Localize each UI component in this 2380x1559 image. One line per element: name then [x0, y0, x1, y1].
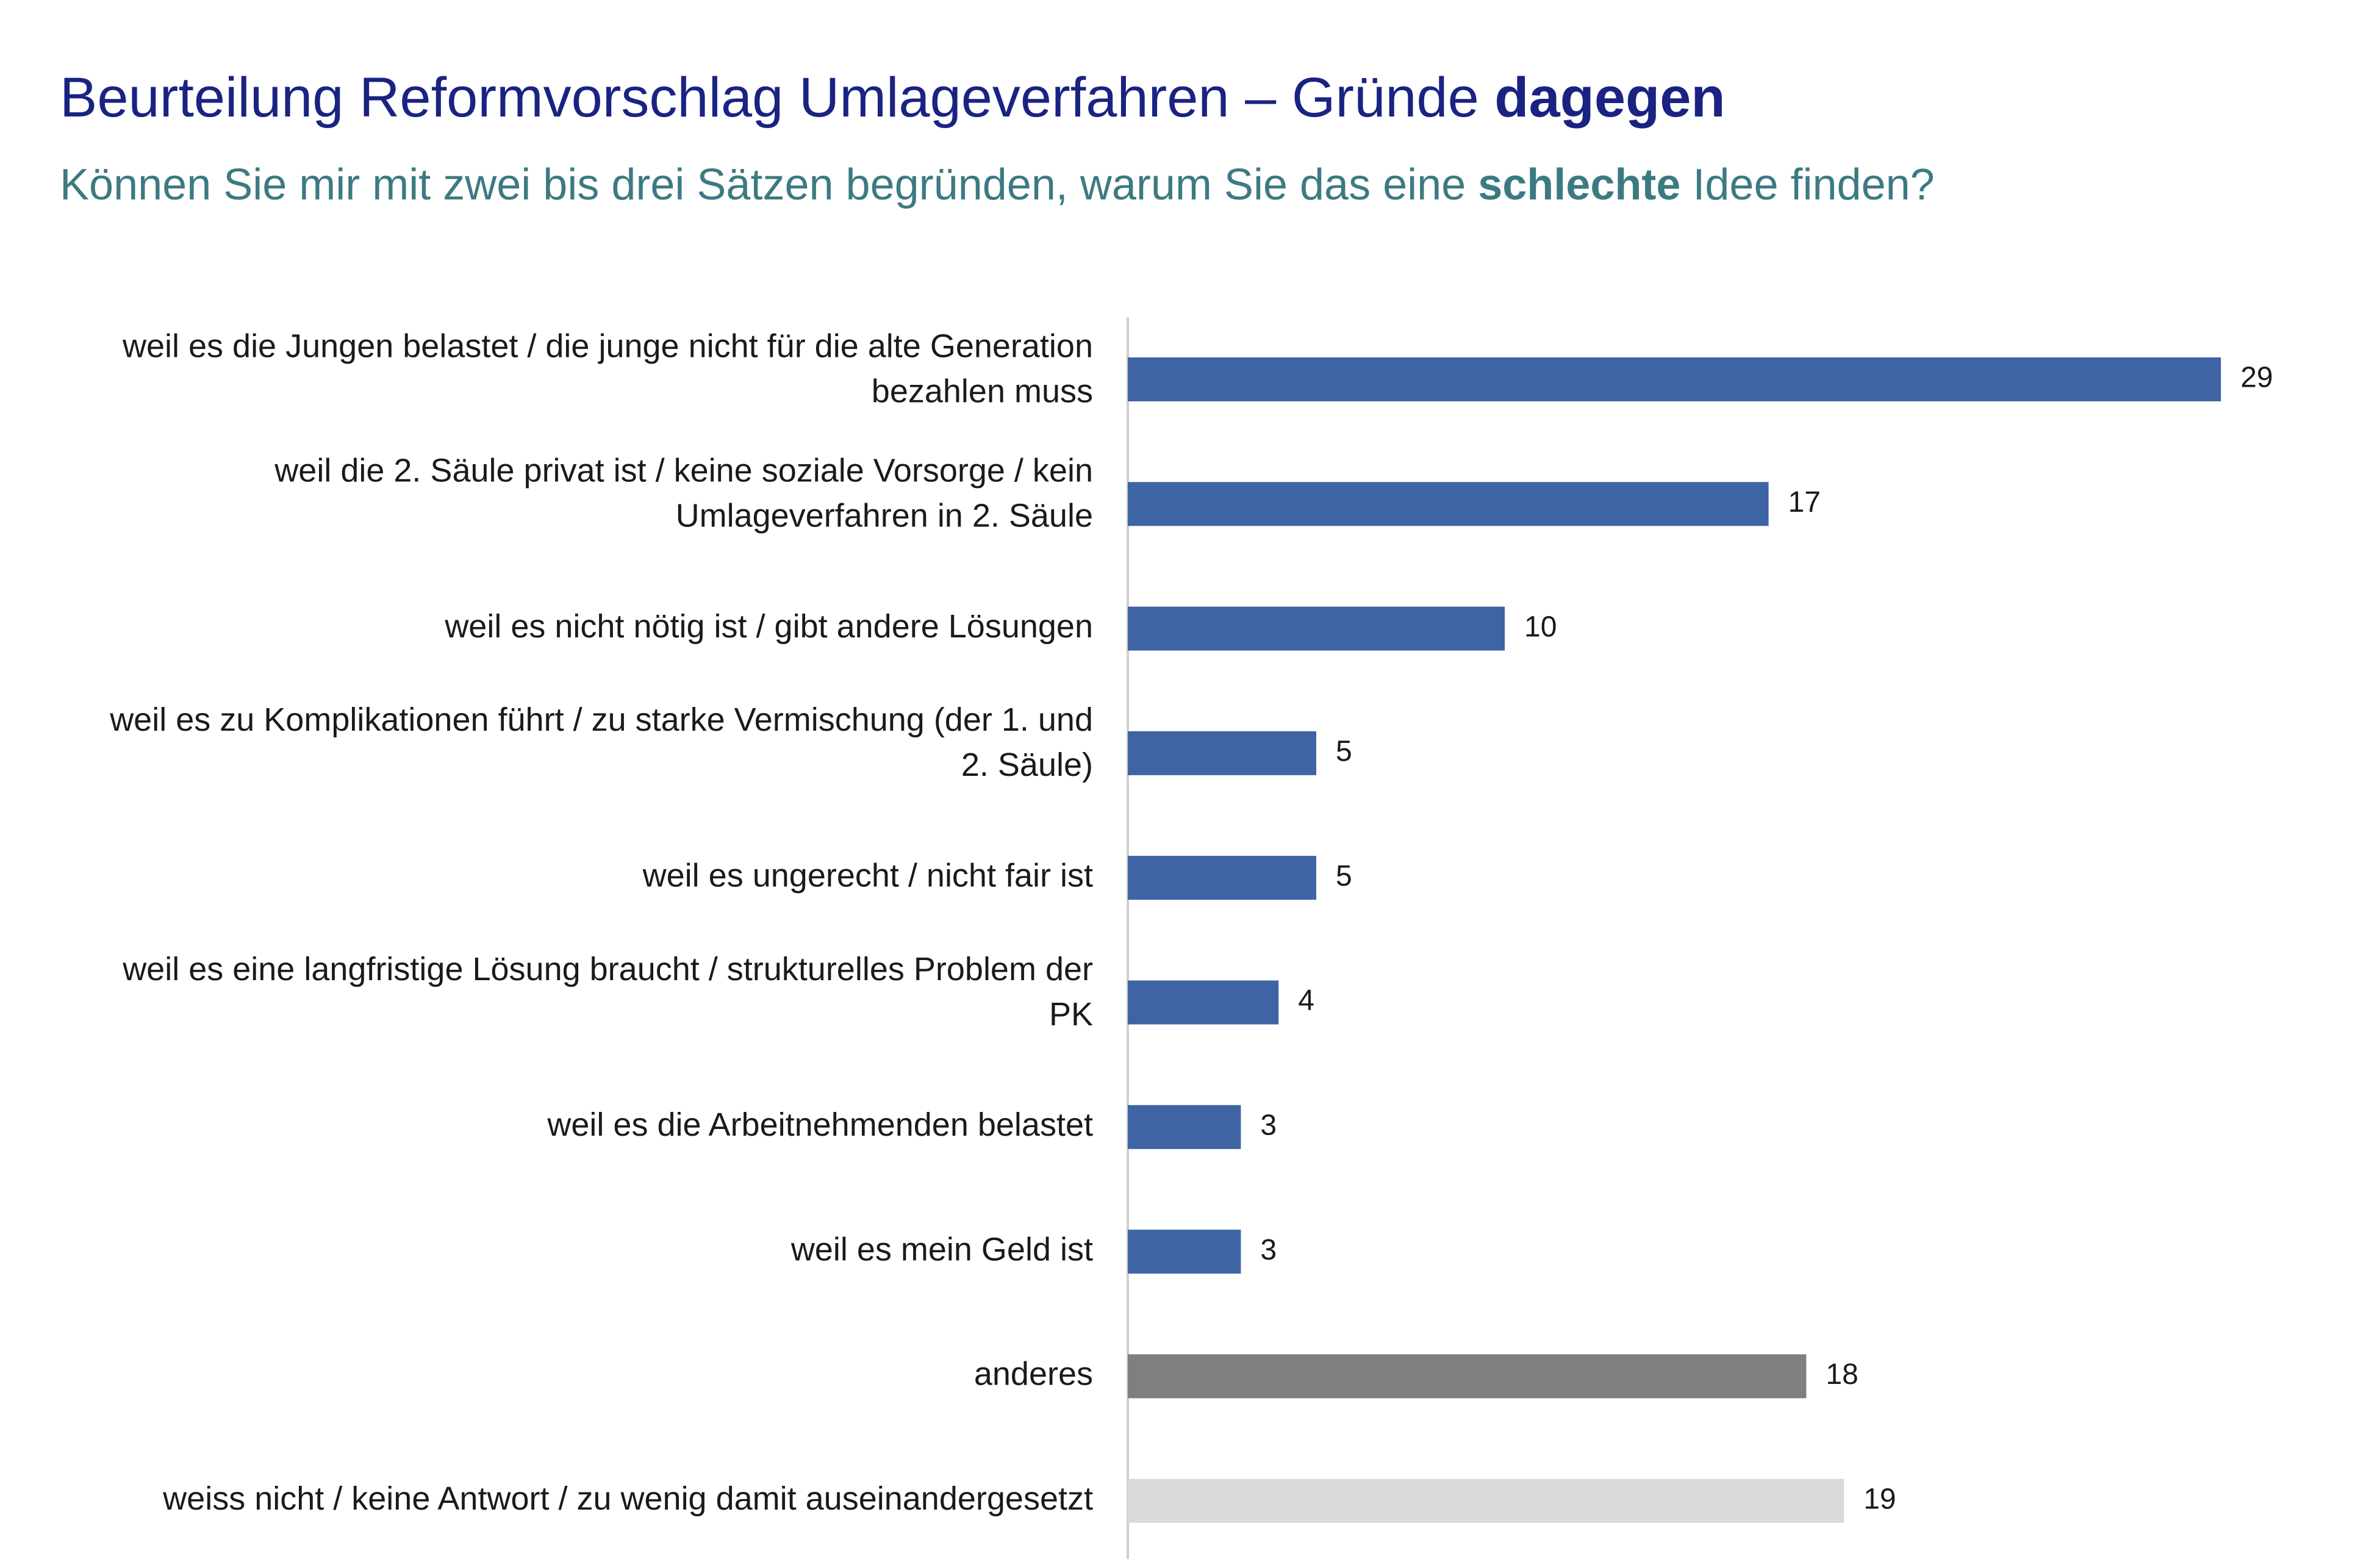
category-label-8-line-1: weil es mein Geld ist — [790, 1231, 1093, 1267]
category-label-4-line-1: weil es zu Komplikationen führt / zu sta… — [109, 701, 1093, 738]
data-label-4: 5 — [1336, 736, 1352, 768]
data-label-1: 29 — [2240, 362, 2273, 394]
subtitle-emphasis-text: schlechte — [1478, 160, 1681, 209]
category-label-10: weiss nicht / keine Antwort / zu wenig d… — [162, 1480, 1093, 1517]
data-label-5: 5 — [1336, 860, 1352, 892]
data-label-8: 3 — [1260, 1234, 1277, 1266]
category-label-9: anderes — [974, 1356, 1093, 1392]
data-label-7: 3 — [1260, 1109, 1277, 1141]
category-label-1-line-2: bezahlen muss — [872, 373, 1093, 409]
category-label-6: weil es eine langfristige Lösung braucht… — [122, 951, 1093, 1033]
category-label-7-line-1: weil es die Arbeitnehmenden belastet — [547, 1106, 1093, 1143]
category-label-7: weil es die Arbeitnehmenden belastet — [547, 1106, 1093, 1143]
chart-subtitle: Können Sie mir mit zwei bis drei Sätzen … — [60, 160, 1935, 210]
bar-5 — [1128, 856, 1316, 900]
category-label-3: weil es nicht nötig ist / gibt andere Lö… — [444, 608, 1093, 645]
category-label-6-line-2: PK — [1049, 996, 1093, 1033]
category-label-2-line-2: Umlageverfahren in 2. Säule — [676, 498, 1093, 534]
data-label-2: 17 — [1788, 486, 1821, 518]
category-label-3-line-1: weil es nicht nötig ist / gibt andere Lö… — [444, 608, 1093, 645]
category-label-9-line-1: anderes — [974, 1356, 1093, 1392]
bars-group — [1128, 357, 2221, 1523]
title-main-text: Beurteilung Reformvorschlag Umlageverfah… — [60, 66, 1495, 129]
category-label-5: weil es ungerecht / nicht fair ist — [642, 857, 1093, 894]
category-label-6-line-1: weil es eine langfristige Lösung braucht… — [122, 951, 1093, 987]
category-label-2-line-1: weil die 2. Säule privat ist / keine soz… — [274, 453, 1093, 489]
data-label-9: 18 — [1826, 1358, 1858, 1391]
subtitle-pre-text: Können Sie mir mit zwei bis drei Sätzen … — [60, 160, 1479, 209]
category-label-4: weil es zu Komplikationen führt / zu sta… — [109, 701, 1093, 783]
bar-8 — [1128, 1230, 1241, 1274]
data-label-3: 10 — [1524, 611, 1557, 643]
bar-3 — [1128, 606, 1505, 651]
subtitle-post-text: Idee finden? — [1680, 160, 1935, 209]
bar-9 — [1128, 1354, 1807, 1399]
bar-1 — [1128, 357, 2221, 401]
bar-7 — [1128, 1105, 1241, 1149]
category-label-1-line-1: weil es die Jungen belastet / die junge … — [122, 328, 1093, 364]
category-label-5-line-1: weil es ungerecht / nicht fair ist — [642, 857, 1093, 894]
chart-title: Beurteilung Reformvorschlag Umlageverfah… — [60, 66, 1726, 131]
bar-2 — [1128, 482, 1769, 526]
category-labels-group: weil es die Jungen belastet / die junge … — [109, 328, 1093, 1517]
data-label-6: 4 — [1298, 984, 1314, 1017]
category-label-8: weil es mein Geld ist — [790, 1231, 1093, 1267]
value-labels-group: 29 17 10 5 5 4 3 3 18 19 — [1260, 362, 2273, 1516]
title-emphasis-text: dagegen — [1494, 66, 1726, 129]
category-label-10-line-1: weiss nicht / keine Antwort / zu wenig d… — [162, 1480, 1093, 1517]
category-label-2: weil die 2. Säule privat ist / keine soz… — [274, 453, 1093, 534]
bar-10 — [1128, 1478, 1844, 1523]
category-label-1: weil es die Jungen belastet / die junge … — [122, 328, 1093, 409]
category-label-4-line-2: 2. Säule) — [961, 747, 1093, 783]
data-label-10: 19 — [1863, 1483, 1896, 1515]
bar-6 — [1128, 980, 1279, 1025]
bar-4 — [1128, 731, 1316, 775]
